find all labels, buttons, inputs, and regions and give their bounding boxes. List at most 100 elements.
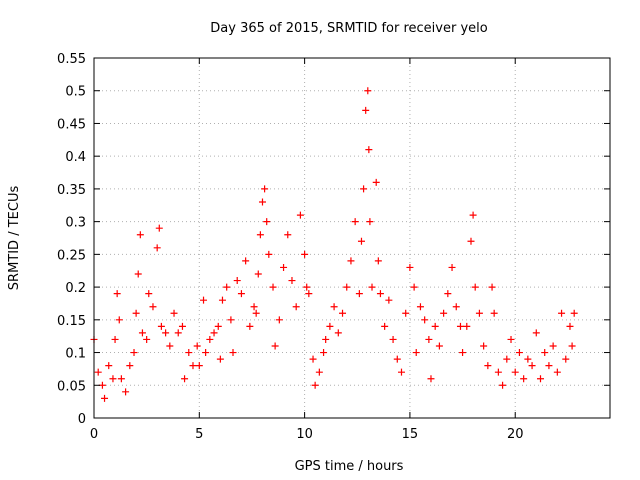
x-axis-title: GPS time / hours — [295, 459, 404, 474]
data-point — [109, 375, 117, 383]
data-point — [303, 283, 311, 291]
data-point — [406, 263, 414, 271]
data-point — [322, 335, 330, 343]
data-point — [311, 381, 319, 389]
data-point — [488, 283, 496, 291]
data-point — [536, 375, 544, 383]
x-tick-label: 0 — [90, 427, 98, 442]
data-point — [292, 303, 300, 311]
y-tick-label: 0.1 — [65, 347, 86, 362]
data-point — [115, 316, 123, 324]
data-point — [456, 322, 464, 330]
data-point — [126, 362, 134, 370]
data-point — [410, 283, 418, 291]
data-point — [271, 342, 279, 350]
data-point — [357, 237, 365, 245]
data-point — [229, 349, 237, 357]
data-point — [503, 355, 511, 363]
data-point — [421, 316, 429, 324]
data-point — [153, 244, 161, 252]
data-point — [258, 198, 266, 206]
data-point — [117, 375, 125, 383]
chart-title: Day 365 of 2015, SRMTID for receiver yel… — [210, 21, 487, 36]
data-point — [130, 349, 138, 357]
data-point — [360, 185, 368, 193]
data-point — [189, 362, 197, 370]
data-point — [469, 211, 477, 219]
data-point — [339, 309, 347, 317]
data-point — [562, 355, 570, 363]
data-point — [566, 322, 574, 330]
data-point — [136, 231, 144, 239]
data-point — [520, 375, 528, 383]
data-point — [362, 106, 370, 114]
data-point — [528, 362, 536, 370]
data-point — [210, 329, 218, 337]
data-point — [568, 342, 576, 350]
data-point — [305, 290, 313, 298]
data-point — [280, 263, 288, 271]
y-tick-label: 0 — [78, 412, 86, 427]
data-point — [376, 290, 384, 298]
data-point — [138, 329, 146, 337]
data-point — [143, 335, 151, 343]
data-point — [545, 362, 553, 370]
data-point — [162, 329, 170, 337]
data-point — [368, 283, 376, 291]
data-point — [355, 290, 363, 298]
data-point — [246, 322, 254, 330]
data-point — [134, 270, 142, 278]
data-point — [393, 355, 401, 363]
data-point — [541, 349, 549, 357]
data-point — [480, 342, 488, 350]
data-point — [206, 335, 214, 343]
data-point — [223, 283, 231, 291]
data-point — [448, 263, 456, 271]
data-point — [122, 388, 130, 396]
y-tick-label: 0.3 — [65, 216, 86, 231]
data-point — [218, 296, 226, 304]
data-point — [351, 218, 359, 226]
data-point — [288, 277, 296, 285]
data-point — [366, 218, 374, 226]
data-point — [553, 368, 561, 376]
data-point — [412, 349, 420, 357]
data-point — [334, 329, 342, 337]
data-point — [149, 303, 157, 311]
data-point — [252, 309, 260, 317]
data-point — [397, 368, 405, 376]
x-tick-label: 20 — [507, 427, 524, 442]
data-point — [98, 381, 106, 389]
y-tick-label: 0.5 — [65, 85, 86, 100]
data-point — [381, 322, 389, 330]
data-point — [200, 296, 208, 304]
data-point — [431, 322, 439, 330]
data-point — [570, 309, 578, 317]
y-tick-label: 0.05 — [57, 379, 86, 394]
data-point — [444, 290, 452, 298]
data-point — [166, 342, 174, 350]
data-point — [174, 329, 182, 337]
data-point — [254, 270, 262, 278]
data-point — [494, 368, 502, 376]
data-point — [558, 309, 566, 317]
data-point — [511, 368, 519, 376]
y-tick-label: 0.35 — [57, 183, 86, 198]
data-point — [261, 185, 269, 193]
data-point — [524, 355, 532, 363]
data-point — [170, 309, 178, 317]
y-tick-label: 0.45 — [57, 117, 86, 132]
data-point — [227, 316, 235, 324]
data-point — [105, 362, 113, 370]
y-tick-label: 0.25 — [57, 248, 86, 263]
data-point — [374, 257, 382, 265]
data-point — [101, 394, 109, 402]
data-point — [365, 146, 373, 154]
data-point — [132, 309, 140, 317]
y-tick-label: 0.2 — [65, 281, 86, 296]
data-point — [425, 335, 433, 343]
x-tick-label: 10 — [296, 427, 313, 442]
grid-lines — [94, 58, 610, 418]
data-point — [94, 368, 102, 376]
data-point — [233, 277, 241, 285]
